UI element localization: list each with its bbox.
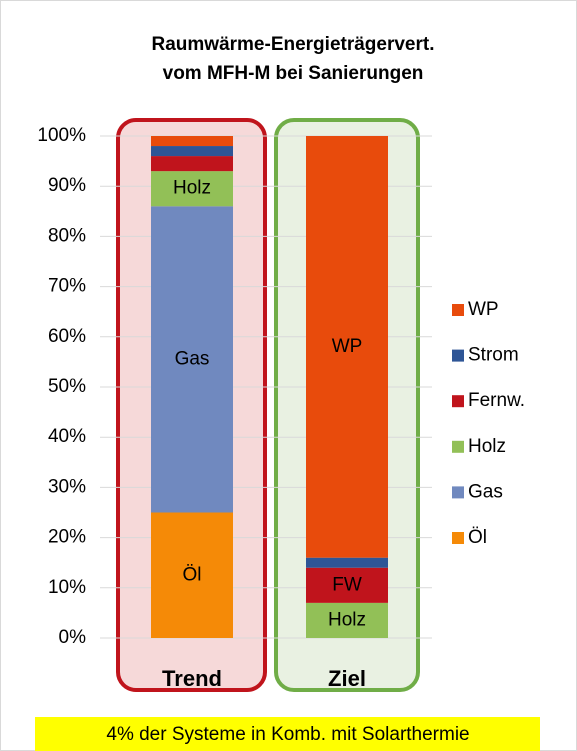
legend-label: WP bbox=[468, 299, 499, 320]
legend-label: Holz bbox=[468, 436, 506, 457]
bar-segment bbox=[151, 136, 233, 147]
x-tick-label: Trend bbox=[162, 666, 222, 691]
legend-swatch bbox=[452, 304, 464, 316]
bar-segment bbox=[306, 602, 388, 638]
y-tick-label: 60% bbox=[48, 326, 86, 347]
y-tick-label: 10% bbox=[48, 577, 86, 598]
legend-swatch bbox=[452, 349, 464, 362]
y-tick-label: 80% bbox=[48, 225, 86, 246]
bar-segment bbox=[151, 146, 233, 157]
segment-label: Gas bbox=[175, 348, 210, 369]
segment-label: Öl bbox=[183, 564, 202, 585]
chart-title: Raumwärme-Energieträgervert. bbox=[152, 34, 435, 55]
y-tick-label: 50% bbox=[48, 376, 86, 397]
legend-swatch bbox=[452, 532, 464, 544]
bar-segment bbox=[151, 171, 233, 207]
bar-segment bbox=[151, 206, 233, 513]
segment-label: Holz bbox=[173, 178, 211, 199]
chart-title: vom MFH-M bei Sanierungen bbox=[163, 63, 424, 84]
y-tick-label: 20% bbox=[48, 527, 86, 548]
y-tick-label: 100% bbox=[37, 125, 86, 146]
bar-segment bbox=[306, 136, 388, 558]
x-tick-label: Ziel bbox=[328, 666, 366, 691]
legend-swatch bbox=[452, 486, 464, 499]
y-tick-label: 0% bbox=[59, 627, 87, 648]
legend-label: Gas bbox=[468, 481, 503, 502]
footnote-bg bbox=[35, 717, 540, 751]
bar-segment bbox=[151, 156, 233, 172]
y-tick-label: 70% bbox=[48, 276, 86, 297]
segment-label: Holz bbox=[328, 609, 366, 630]
y-tick-label: 40% bbox=[48, 426, 86, 447]
y-tick-label: 30% bbox=[48, 476, 86, 497]
bar-segment bbox=[306, 567, 388, 603]
legend-swatch bbox=[452, 440, 464, 453]
y-tick-label: 90% bbox=[48, 175, 86, 196]
bar-segment bbox=[151, 512, 233, 638]
legend-label: Öl bbox=[468, 527, 487, 548]
footnote: 4% der Systeme in Komb. mit Solarthermie bbox=[106, 724, 469, 745]
bar-segment bbox=[306, 557, 388, 568]
legend-swatch bbox=[452, 395, 464, 408]
legend-label: Fernw. bbox=[468, 390, 525, 411]
segment-label: FW bbox=[332, 574, 362, 595]
legend-label: Strom bbox=[468, 345, 519, 366]
segment-label: WP bbox=[332, 336, 363, 357]
